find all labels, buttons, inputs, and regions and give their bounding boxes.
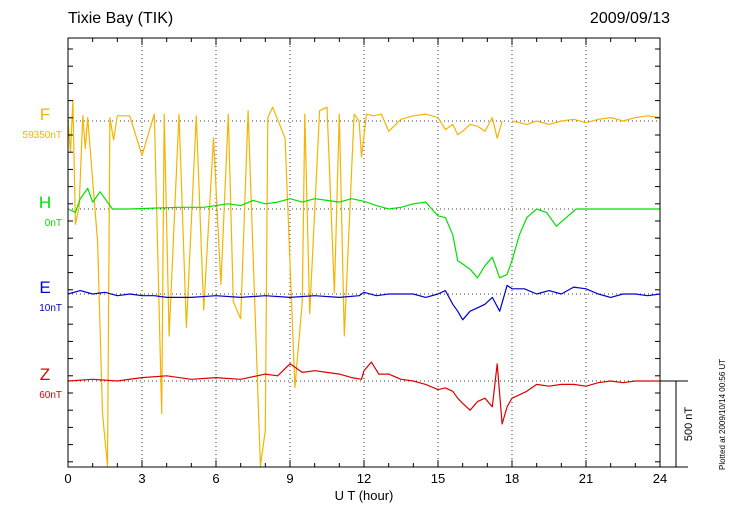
axis-layer: 0 3 6 9 12 15 18 21 24 U T (hour) 500 nT bbox=[64, 37, 695, 503]
x-tick-label: 18 bbox=[505, 471, 519, 486]
series-layer bbox=[67, 99, 661, 467]
series-f-line bbox=[67, 99, 661, 467]
series-e-baseline-label: 10nT bbox=[39, 303, 62, 314]
scale-bar-label: 500 nT bbox=[683, 407, 695, 442]
series-e-line bbox=[67, 284, 661, 321]
grid-layer bbox=[68, 38, 660, 467]
x-tick-label: 15 bbox=[431, 471, 445, 486]
series-h-baseline-label: 0nT bbox=[45, 218, 62, 229]
series-e-name: E bbox=[39, 278, 50, 297]
series-f-name: F bbox=[40, 105, 50, 124]
series-h-line bbox=[67, 187, 660, 279]
x-axis-label: U T (hour) bbox=[335, 488, 394, 503]
series-h-name: H bbox=[39, 193, 51, 212]
label-layer: F 59350nT H 0nT E 10nT Z 60nT bbox=[23, 105, 62, 401]
x-tick-label: 0 bbox=[64, 471, 71, 486]
x-tick-label: 3 bbox=[138, 471, 145, 486]
plotted-at-note: Plotted at 2009/10/14 00:56 UT bbox=[718, 358, 727, 470]
series-z-line bbox=[67, 361, 660, 425]
x-tick-label: 12 bbox=[357, 471, 371, 486]
series-f-baseline-label: 59350nT bbox=[23, 130, 62, 141]
date-label: 2009/09/13 bbox=[589, 10, 670, 27]
x-tick-label: 21 bbox=[579, 471, 593, 486]
series-z-baseline-label: 60nT bbox=[39, 390, 62, 401]
x-tick-label: 9 bbox=[286, 471, 293, 486]
x-tick-label: 24 bbox=[653, 471, 667, 486]
series-z-name: Z bbox=[40, 365, 50, 384]
station-title: Tixie Bay (TIK) bbox=[68, 10, 174, 27]
x-tick-label: 6 bbox=[212, 471, 219, 486]
